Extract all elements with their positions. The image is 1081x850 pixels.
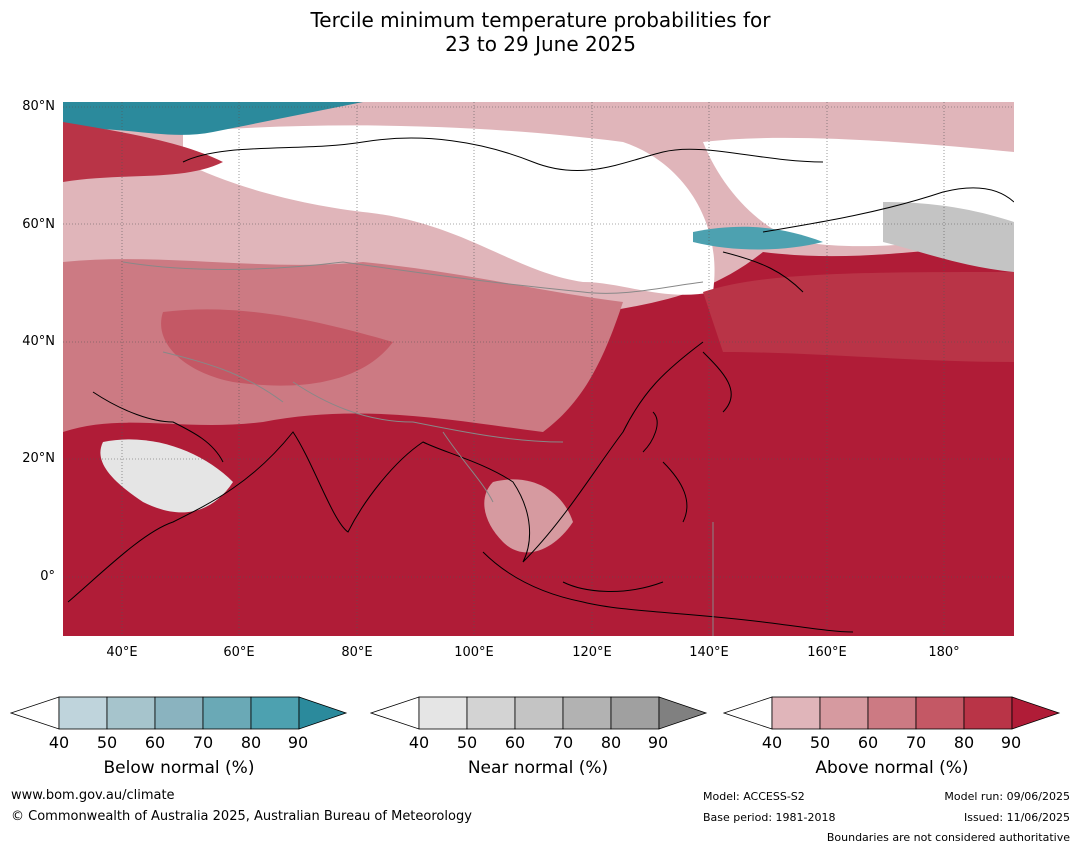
region-siberia-white (183, 125, 715, 295)
colorbar-below-normal (10, 696, 348, 730)
lat-label-80n: 80°N (22, 99, 55, 114)
footer-boundaries-note: Boundaries are not considered authoritat… (826, 831, 1070, 844)
footer-issued: Issued: 11/06/2025 (963, 811, 1070, 824)
colorbar-swatch (418, 696, 468, 730)
lon-label-160e: 160°E (807, 645, 847, 660)
footer-copyright: © Commonwealth of Australia 2025, Austra… (11, 809, 472, 824)
footer-model-run: Model run: 09/06/2025 (944, 790, 1070, 803)
coastlines (67, 137, 1014, 633)
lon-label-140e: 140°E (689, 645, 729, 660)
lon-label-60e: 60°E (223, 645, 255, 660)
colorbar-title-above: Above normal (%) (815, 758, 969, 778)
colorbar-swatch (771, 696, 821, 730)
colorbar-swatch (562, 696, 612, 730)
footer-model: Model: ACCESS-S2 (703, 790, 805, 803)
graticule (63, 102, 1014, 636)
tick-label: 70 (552, 733, 574, 752)
lat-label-60n: 60°N (22, 217, 55, 232)
tick-label: 80 (600, 733, 622, 752)
colorbar-swatch (466, 696, 516, 730)
tick-label: 60 (144, 733, 166, 752)
region-arabia-grey (100, 439, 233, 513)
lon-label-100e: 100°E (454, 645, 494, 660)
colorbar-swatch (915, 696, 965, 730)
tick-label: 40 (408, 733, 430, 752)
colorbar-swatch (610, 696, 660, 730)
colorbar-title-near: Near normal (%) (467, 758, 609, 778)
tick-label: 50 (456, 733, 478, 752)
colorbar-min-extend (10, 696, 60, 730)
lat-label-0: 0° (40, 569, 55, 584)
colorbar-min-extend (370, 696, 420, 730)
lon-label-80e: 80°E (341, 645, 373, 660)
colorbar-swatch (250, 696, 300, 730)
tick-label: 60 (504, 733, 526, 752)
colorbar-title-below: Below normal (%) (103, 758, 255, 778)
tick-label: 70 (905, 733, 927, 752)
probability-map (63, 102, 1014, 636)
footer-url: www.bom.gov.au/climate (11, 788, 175, 803)
region-inner-asia (161, 309, 393, 386)
colorbar-swatch (58, 696, 108, 730)
colorbar-min-extend (723, 696, 773, 730)
colorbar-max-extend (658, 696, 708, 730)
tick-label: 50 (96, 733, 118, 752)
country-borders (122, 261, 714, 636)
lon-label-40e: 40°E (106, 645, 138, 660)
tick-label: 80 (240, 733, 262, 752)
region-near-normal-grey (883, 202, 1014, 272)
lon-label-120e: 120°E (572, 645, 612, 660)
tick-label: 70 (192, 733, 214, 752)
colorbar-swatch (154, 696, 204, 730)
title-line-2: 23 to 29 June 2025 (445, 32, 636, 56)
lat-label-40n: 40°N (22, 334, 55, 349)
colorbar-above-normal (723, 696, 1061, 730)
footer-base-period: Base period: 1981-2018 (703, 811, 836, 824)
colorbar-swatch (867, 696, 917, 730)
colorbar-near-normal (370, 696, 708, 730)
colorbar-swatch (963, 696, 1013, 730)
region-japan-pacific (703, 272, 1014, 362)
colorbar-swatch (106, 696, 156, 730)
map-canvas (63, 102, 1014, 636)
region-arctic-teal (63, 102, 363, 135)
colorbar-swatch (514, 696, 564, 730)
tick-label: 40 (761, 733, 783, 752)
tick-label: 90 (647, 733, 669, 752)
colorbar-swatch (202, 696, 252, 730)
colorbar-swatch (819, 696, 869, 730)
colorbar-max-extend (298, 696, 348, 730)
lon-label-180: 180° (928, 645, 960, 660)
tick-label: 40 (48, 733, 70, 752)
region-scandinavia-red (63, 122, 223, 182)
tick-label: 80 (953, 733, 975, 752)
lat-label-20n: 20°N (22, 451, 55, 466)
tick-label: 90 (1000, 733, 1022, 752)
tick-label: 50 (809, 733, 831, 752)
colorbar-max-extend (1011, 696, 1061, 730)
region-southeast-asia (484, 479, 573, 553)
tick-label: 60 (857, 733, 879, 752)
map-title: Tercile minimum temperature probabilitie… (0, 8, 1081, 56)
title-line-1: Tercile minimum temperature probabilitie… (310, 8, 771, 32)
region-okhotsk-teal (693, 226, 823, 250)
tick-label: 90 (287, 733, 309, 752)
